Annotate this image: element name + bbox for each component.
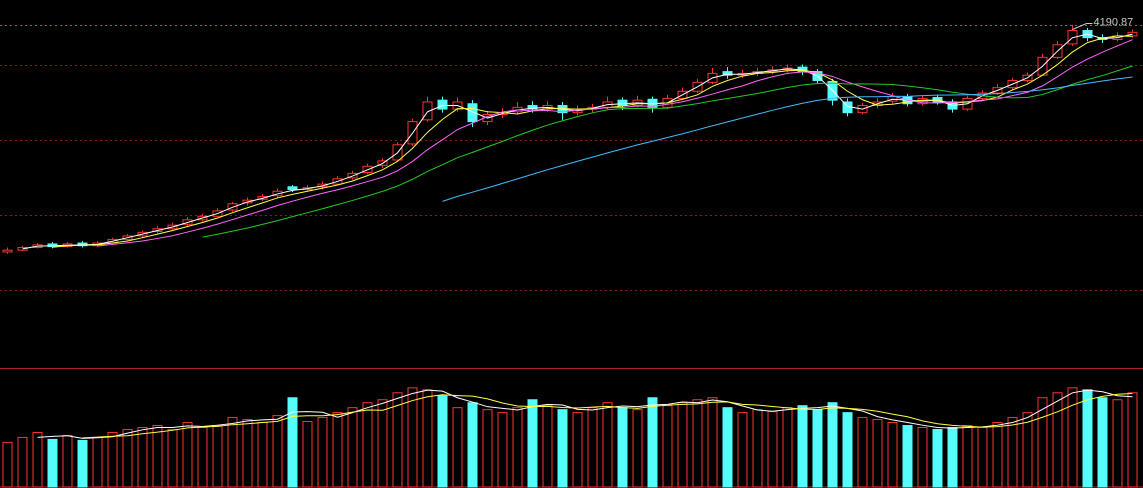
volume-bar — [1112, 399, 1123, 488]
volume-bar — [182, 422, 193, 488]
volume-bar — [797, 405, 808, 488]
volume-bar — [917, 427, 928, 488]
volume-bar — [467, 402, 478, 488]
candle-body — [287, 186, 298, 190]
volume-bar — [152, 425, 163, 488]
volume-bar — [647, 397, 658, 488]
volume-bar — [632, 409, 643, 488]
candle-body — [722, 71, 733, 76]
volume-bar — [572, 412, 583, 488]
high-label: 4190.87 — [1094, 16, 1134, 28]
volume-bar — [557, 409, 568, 488]
ma-line — [97, 39, 1133, 247]
volume-bar — [962, 425, 973, 488]
volume-bar — [1037, 397, 1048, 488]
volume-bar — [527, 399, 538, 488]
volume-bar — [722, 407, 733, 488]
volume-bar — [617, 407, 628, 488]
volume-bar — [197, 427, 208, 488]
volume-bar — [137, 427, 148, 488]
volume-bar — [32, 431, 43, 488]
volume-bar — [227, 417, 238, 488]
candle-body — [527, 105, 538, 110]
volume-ma-line — [82, 392, 1133, 439]
volume-bar — [2, 441, 13, 488]
candle-body — [2, 249, 13, 253]
volume-bar — [707, 397, 718, 488]
volume-bar — [677, 402, 688, 488]
volume-bar — [992, 422, 1003, 488]
volume-bar — [887, 422, 898, 488]
volume-bar — [947, 427, 958, 488]
volume-bar — [1127, 392, 1138, 488]
volume-bar — [977, 427, 988, 488]
volume-bar — [752, 409, 763, 488]
volume-bar — [212, 425, 223, 488]
volume-bar — [602, 402, 613, 488]
volume-bar — [47, 438, 58, 488]
volume-bar — [812, 409, 823, 488]
volume-bar — [422, 389, 433, 488]
volume-bar — [272, 415, 283, 488]
volume-bar — [662, 405, 673, 488]
candle-body — [437, 99, 448, 110]
volume-bar — [827, 402, 838, 488]
volume-bar — [857, 417, 868, 488]
volume-bar — [782, 407, 793, 488]
volume-bar — [737, 412, 748, 488]
volume-bar — [767, 411, 778, 488]
volume-bar — [902, 425, 913, 488]
volume-bar — [872, 419, 883, 488]
volume-bar — [92, 436, 103, 488]
volume-bar — [392, 392, 403, 488]
volume-bar — [302, 421, 313, 488]
volume-bar — [1067, 387, 1078, 488]
ma-line — [442, 76, 1133, 202]
volume-bar — [932, 428, 943, 488]
volume-bar — [1022, 412, 1033, 488]
volume-bar — [242, 419, 253, 488]
ma-line — [202, 65, 1133, 238]
volume-bar — [1082, 389, 1093, 488]
volume-bar — [167, 428, 178, 488]
volume-bar — [107, 431, 118, 488]
high-pointer — [1072, 23, 1087, 30]
volume-bar — [842, 412, 853, 488]
volume-bar — [407, 387, 418, 488]
volume-bar — [377, 399, 388, 488]
volume-bar — [497, 412, 508, 488]
volume-bar — [317, 417, 328, 488]
volume-bar — [587, 407, 598, 488]
volume-bar — [482, 409, 493, 488]
volume-bar — [1007, 417, 1018, 488]
volume-bar — [452, 407, 463, 488]
ma-line — [22, 33, 1133, 250]
volume-bar — [362, 402, 373, 488]
candle-body — [422, 101, 433, 121]
volume-bar — [437, 395, 448, 488]
volume-bar — [1097, 397, 1108, 488]
volume-ma-line — [37, 389, 1133, 439]
volume-bar — [1052, 392, 1063, 488]
volume-bar — [17, 436, 28, 488]
candle-body — [617, 99, 628, 107]
volume-bar — [542, 405, 553, 488]
volume-bar — [512, 407, 523, 488]
volume-bar — [62, 434, 73, 488]
volume-bar — [332, 412, 343, 488]
volume-bar — [692, 399, 703, 488]
volume-bar — [257, 422, 268, 488]
volume-bar — [347, 407, 358, 488]
volume-bar — [287, 397, 298, 488]
volume-bar — [77, 439, 88, 488]
volume-bar — [122, 428, 133, 488]
candle-body — [467, 103, 478, 123]
